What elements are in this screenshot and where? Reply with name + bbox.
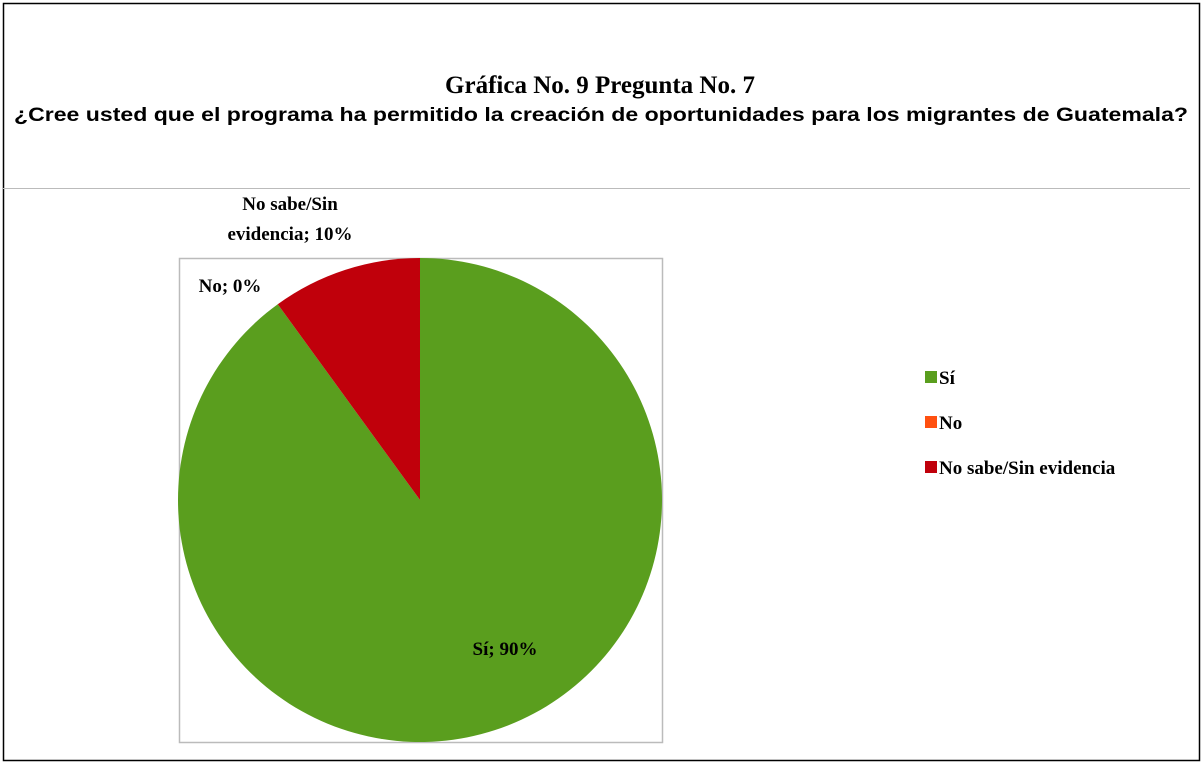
legend-swatch xyxy=(925,416,937,428)
legend-swatch xyxy=(925,371,937,383)
data-label: No sabe/Sin evidencia; 10% xyxy=(227,194,353,245)
data-label: Sí; 90% xyxy=(472,639,538,660)
legend-label: No sabe/Sin evidencia xyxy=(939,458,1116,479)
legend-swatch xyxy=(925,461,937,473)
chart-subtitle: ¿Cree usted que el programa ha permitido… xyxy=(14,105,1188,126)
legend-label: No xyxy=(939,413,962,434)
data-label: No; 0% xyxy=(198,276,262,297)
pie-slice xyxy=(277,258,420,500)
legend-label: Sí xyxy=(939,368,956,389)
chart-title: Gráfica No. 9 Pregunta No. 7 xyxy=(445,72,755,99)
